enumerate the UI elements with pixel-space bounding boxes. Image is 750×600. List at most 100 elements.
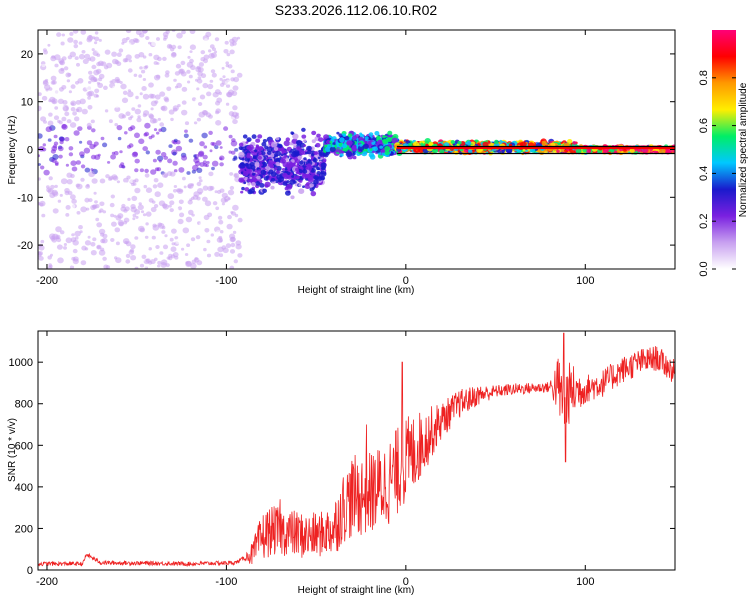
heatmap-cell (204, 200, 212, 207)
heatmap-cell (292, 133, 299, 140)
heatmap-cell (59, 140, 64, 145)
heatmap-cell (48, 263, 52, 267)
heatmap-cell (103, 85, 108, 91)
heatmap-cell (281, 168, 286, 171)
heatmap-cell (160, 259, 168, 266)
heatmap-cell (142, 146, 148, 152)
heatmap-cell (93, 191, 97, 195)
heatmap-cell (150, 206, 157, 213)
heatmap-cell (240, 179, 244, 183)
heatmap-cell (179, 189, 183, 193)
heatmap-cell (142, 78, 147, 81)
heatmap-cell (208, 130, 213, 135)
heatmap-cell (114, 104, 120, 109)
heatmap-cell (148, 198, 154, 203)
heatmap-cell (94, 31, 99, 35)
heatmap-cell (298, 165, 303, 170)
heatmap-cell (134, 158, 140, 164)
heatmap-cell (174, 71, 180, 76)
heatmap-cell (180, 60, 186, 66)
heatmap-cell (202, 160, 207, 164)
heatmap-cell (94, 200, 98, 204)
heatmap-cell (232, 230, 237, 234)
heatmap-cell (188, 74, 193, 79)
heatmap-cell (117, 219, 125, 226)
heatmap-cell (58, 68, 65, 74)
heatmap-cell (209, 44, 215, 49)
y-tick-label: -10 (17, 192, 33, 204)
heatmap-cell (64, 111, 70, 117)
heatmap-cell (77, 126, 83, 131)
heatmap-cell (246, 168, 253, 174)
y-tick-label: 1000 (9, 357, 33, 369)
heatmap-cell (200, 50, 206, 55)
heatmap-cell (63, 66, 69, 71)
heatmap-cell (154, 100, 159, 104)
heatmap-cell (221, 245, 227, 250)
heatmap-cell (383, 139, 388, 143)
heatmap-cell (184, 121, 190, 126)
heatmap-cell (162, 204, 169, 210)
heatmap-cell (219, 188, 225, 193)
heatmap-cell (94, 36, 100, 42)
heatmap-cell (38, 251, 42, 258)
snr-xlabel: Height of straight line (km) (298, 585, 415, 596)
heatmap-cell (54, 184, 58, 188)
heatmap-cell (181, 100, 187, 105)
heatmap-cell (84, 53, 91, 60)
heatmap-cell (162, 244, 169, 250)
heatmap-cell (225, 79, 231, 85)
heatmap-cell (112, 58, 119, 65)
heatmap-cell (65, 163, 69, 167)
heatmap-cell (290, 195, 295, 200)
heatmap-cell (326, 139, 331, 145)
heatmap-cell (231, 111, 238, 118)
heatmap-cell (203, 214, 210, 221)
heatmap-cell (276, 174, 283, 180)
heatmap-cell (109, 202, 115, 208)
heatmap-cell (220, 117, 225, 122)
heatmap-cell (92, 237, 97, 242)
heatmap-cell (168, 144, 173, 149)
heatmap-cell (84, 167, 91, 173)
heatmap-cell (69, 203, 76, 209)
heatmap-cell (127, 68, 133, 73)
heatmap-cell (94, 41, 98, 45)
heatmap-cell (274, 167, 278, 171)
heatmap-cell (262, 139, 267, 143)
heatmap-cell (377, 139, 383, 145)
heatmap-cell (145, 187, 153, 193)
heatmap-cell (43, 120, 47, 124)
heatmap-cell (331, 144, 335, 148)
snr-ylabel: SNR (10 * v/v) (7, 418, 18, 482)
heatmap-cell (298, 179, 303, 183)
heatmap-cell (519, 142, 524, 146)
heatmap-cell (240, 162, 245, 166)
heatmap-cell (38, 105, 42, 112)
heatmap-cell (38, 163, 41, 166)
heatmap-cell (87, 90, 95, 97)
heatmap-cell (203, 247, 207, 252)
heatmap-cell (93, 93, 99, 98)
heatmap-cell (145, 258, 151, 264)
heatmap-cell (332, 142, 336, 146)
heatmap-cell (572, 141, 577, 145)
heatmap-cell (199, 141, 205, 147)
heatmap-cell (125, 259, 131, 264)
heatmap-cell (196, 260, 203, 266)
heatmap-cell (103, 264, 109, 269)
heatmap-cell (178, 167, 185, 173)
heatmap-cell (139, 263, 145, 268)
heatmap-cell (76, 211, 81, 215)
heatmap-cell (211, 142, 217, 147)
heatmap-cell (275, 157, 280, 162)
heatmap-cell (107, 161, 111, 164)
heatmap-cell (307, 163, 311, 167)
heatmap-cell (82, 58, 89, 65)
heatmap-cell (302, 169, 308, 174)
heatmap-cell (255, 138, 261, 143)
heatmap-cell (152, 224, 160, 231)
heatmap-cell (186, 61, 194, 68)
heatmap-cell (215, 206, 220, 211)
heatmap-cell (69, 122, 77, 128)
